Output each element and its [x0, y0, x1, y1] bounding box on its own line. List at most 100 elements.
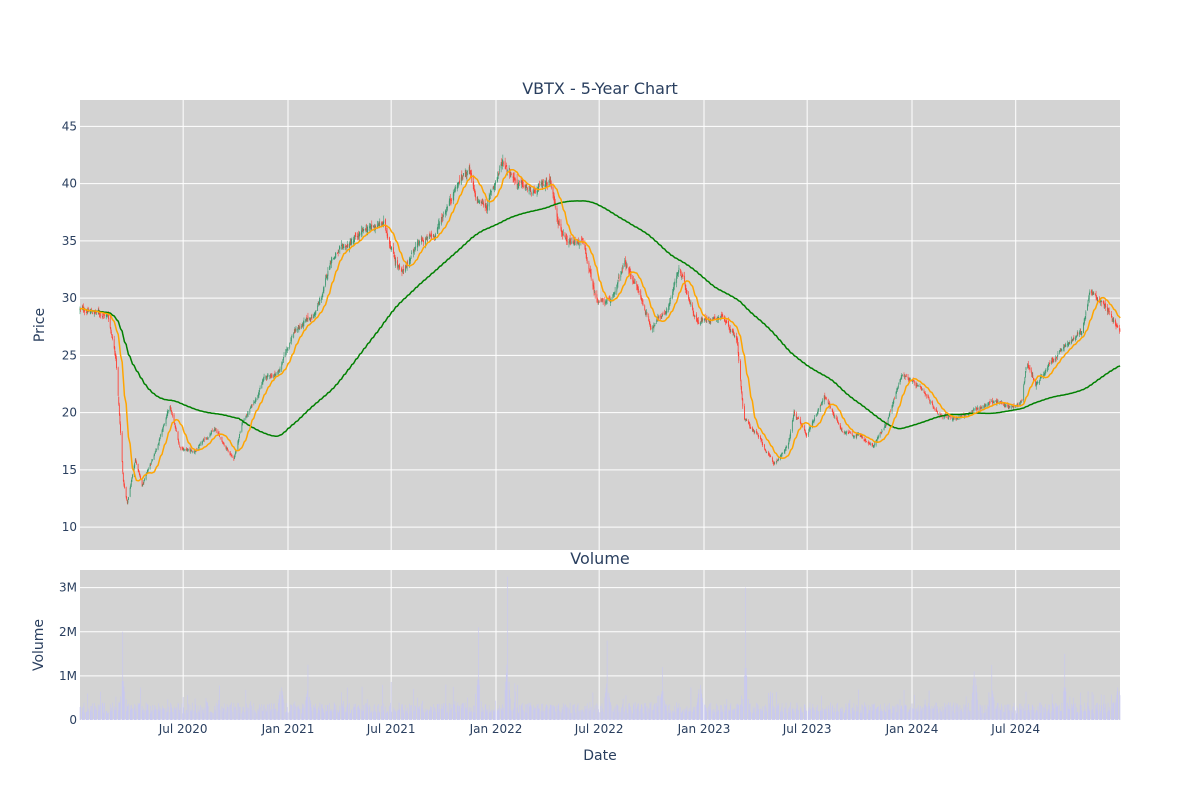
- candle-body: [1005, 405, 1007, 407]
- volume-bar: [581, 709, 583, 720]
- candle-body: [151, 459, 153, 461]
- candle-body: [1023, 385, 1025, 400]
- candle-body: [1036, 383, 1038, 385]
- volume-bar: [951, 706, 953, 720]
- candle-body: [297, 328, 299, 331]
- volume-bar: [86, 711, 88, 720]
- candle-body: [147, 470, 149, 473]
- candle-body: [227, 449, 229, 452]
- volume-bar: [187, 703, 189, 720]
- volume-bar: [642, 713, 644, 720]
- candle-body: [797, 418, 799, 420]
- candle-body: [928, 397, 929, 398]
- candle-body: [793, 415, 794, 419]
- candle-body: [1083, 321, 1085, 323]
- candle-body: [693, 315, 695, 317]
- candle-body: [662, 313, 664, 315]
- volume-bar: [1093, 713, 1095, 720]
- volume-bar: [215, 711, 216, 720]
- volume-bar: [570, 713, 572, 720]
- volume-bar: [601, 711, 602, 720]
- candle-body: [576, 240, 578, 245]
- candle-body: [646, 312, 647, 314]
- volume-bar: [447, 711, 448, 720]
- candle-body: [545, 181, 546, 187]
- volume-bar: [945, 706, 946, 720]
- volume-bar: [305, 700, 306, 720]
- volume-bar: [490, 712, 492, 720]
- volume-bar: [741, 706, 743, 720]
- volume-bar: [449, 712, 451, 720]
- volume-bar: [1067, 702, 1068, 720]
- volume-bar: [980, 705, 981, 720]
- candle-body: [1097, 299, 1099, 301]
- volume-bar: [433, 711, 435, 720]
- candle-body: [506, 169, 508, 171]
- volume-bar: [557, 705, 559, 720]
- candle-body: [660, 316, 662, 318]
- volume-bar: [482, 711, 484, 720]
- candle-body: [625, 262, 627, 267]
- volume-bar: [353, 703, 355, 720]
- volume-bar: [394, 710, 396, 720]
- candle-body: [855, 434, 857, 437]
- volume-tick-label: 1M: [59, 669, 77, 683]
- candle-body: [422, 239, 423, 241]
- volume-bar: [1017, 712, 1019, 720]
- volume-bar: [827, 708, 829, 720]
- candle-body: [1021, 399, 1023, 401]
- volume-bar: [285, 711, 287, 720]
- candle-body: [927, 394, 929, 398]
- candle-body: [463, 173, 464, 176]
- volume-bar: [462, 702, 463, 720]
- candle-body: [497, 173, 499, 176]
- volume-bar: [965, 696, 967, 720]
- candle-body: [605, 302, 606, 304]
- volume-bar: [270, 709, 271, 720]
- candle-body: [987, 404, 989, 406]
- candle-body: [650, 327, 652, 330]
- candle-body: [243, 418, 245, 422]
- candle-body: [1013, 405, 1015, 408]
- candle-body: [249, 408, 251, 409]
- candle-body: [293, 333, 295, 338]
- candle-body: [1025, 371, 1026, 378]
- volume-bar: [705, 711, 707, 720]
- volume-bar: [473, 705, 475, 720]
- volume-bar: [676, 702, 677, 720]
- candle-body: [558, 223, 560, 225]
- volume-bar: [676, 707, 678, 720]
- candle-body: [721, 314, 723, 316]
- candle-body: [182, 448, 184, 450]
- candle-body: [872, 444, 874, 446]
- candle-body: [295, 329, 296, 331]
- candle-body: [488, 197, 490, 207]
- candle-body: [835, 416, 837, 419]
- volume-bar: [892, 705, 893, 720]
- candle-body: [369, 226, 371, 228]
- candle-body: [422, 240, 424, 242]
- candle-body: [277, 372, 279, 374]
- volume-bar: [1076, 712, 1078, 720]
- volume-bar: [748, 709, 750, 720]
- volume-bar: [829, 712, 830, 720]
- candle-body: [506, 167, 508, 170]
- volume-bar: [469, 712, 471, 720]
- volume-bar: [788, 711, 790, 720]
- volume-bar: [626, 708, 627, 720]
- volume-bar: [1024, 703, 1026, 720]
- candle-body: [473, 188, 475, 192]
- volume-bar: [331, 711, 333, 720]
- candle-body: [724, 320, 726, 321]
- candle-body: [614, 293, 615, 294]
- volume-bar: [105, 710, 107, 720]
- volume-bar: [1079, 704, 1081, 720]
- candle-body: [386, 231, 388, 237]
- candle-body: [774, 462, 776, 464]
- volume-bar: [1039, 702, 1040, 720]
- candle-body: [786, 447, 788, 448]
- candle-body: [275, 373, 277, 375]
- candle-body: [126, 497, 128, 501]
- candle-body: [425, 239, 427, 241]
- candle-body: [455, 187, 456, 189]
